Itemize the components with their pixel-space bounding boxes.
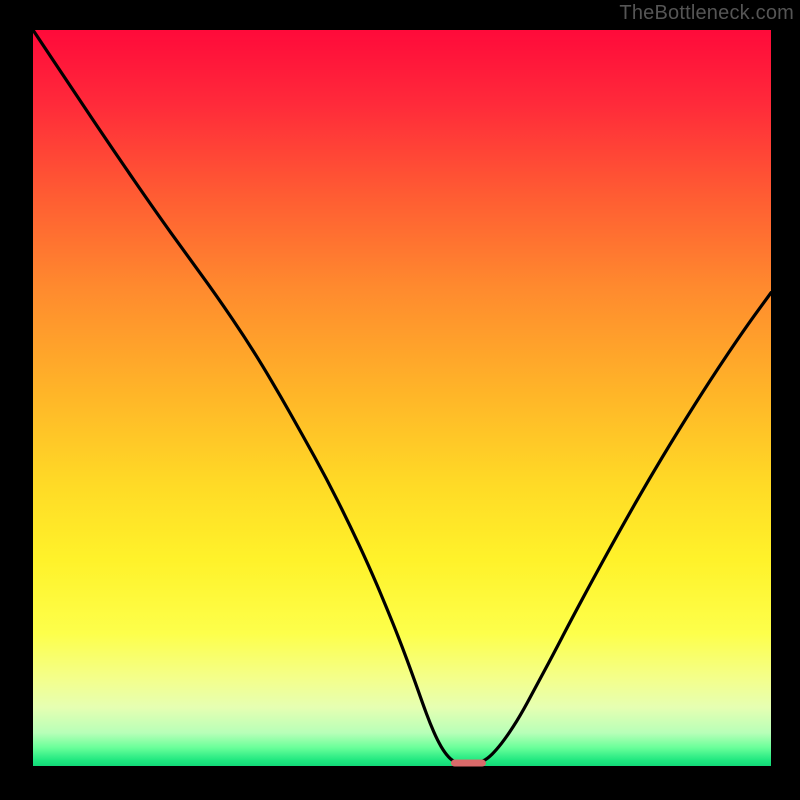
plot-background [33, 30, 771, 766]
optimum-marker [451, 760, 486, 767]
chart-svg [0, 0, 800, 800]
watermark-text: TheBottleneck.com [619, 2, 794, 25]
chart-stage: TheBottleneck.com [0, 0, 800, 800]
